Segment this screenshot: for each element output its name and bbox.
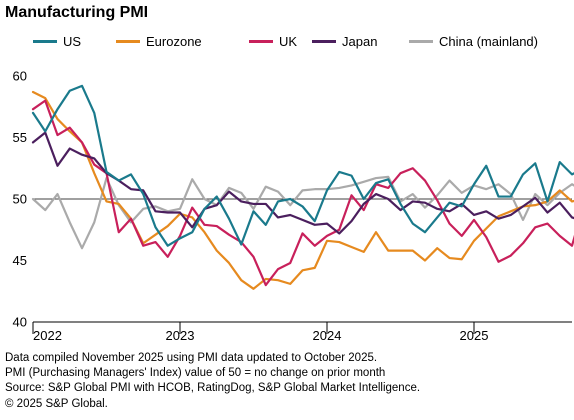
legend-swatch — [312, 40, 336, 43]
series-lines — [31, 84, 574, 290]
y-tick-label: 40 — [13, 315, 27, 330]
legend-item: Japan — [312, 34, 377, 49]
x-tick-label: 2022 — [33, 328, 62, 343]
legend-swatch — [116, 40, 140, 43]
footnote-line: Source: S&P Global PMI with HCOB, Rating… — [5, 382, 421, 395]
axes: 40 45 50 55 60 2022 2023 2024 2025 — [13, 69, 572, 343]
footnote-line: PMI (Purchasing Managers' Index) value o… — [5, 367, 386, 380]
y-tick-label: 60 — [13, 69, 27, 84]
legend-label: US — [63, 34, 82, 49]
legend-item: UK — [249, 34, 297, 49]
series-line-uk — [31, 99, 574, 287]
legend-swatch — [33, 40, 57, 43]
legend: US Eurozone UK Japan China (mainland) — [0, 34, 574, 58]
series-line-us — [31, 84, 574, 247]
legend-label: Eurozone — [146, 34, 202, 49]
legend-item: US — [33, 34, 81, 49]
x-tick-label: 2024 — [313, 328, 342, 343]
footnote-line: Data compiled November 2025 using PMI da… — [5, 352, 378, 364]
footnote-line: © 2025 S&P Global. — [5, 397, 108, 410]
chart-title: Manufacturing PMI — [5, 4, 149, 21]
line-chart: 40 45 50 55 60 2022 2023 2024 2025 — [13, 69, 574, 343]
series-line-china-mainland — [31, 175, 574, 250]
x-tick-label: 2025 — [460, 328, 489, 343]
legend-label: Japan — [342, 34, 378, 49]
legend-label: UK — [279, 34, 298, 49]
legend-swatch — [249, 40, 273, 43]
legend-item: China (mainland) — [409, 34, 538, 49]
x-tick-label: 2023 — [166, 328, 195, 343]
y-tick-label: 45 — [13, 253, 27, 268]
legend-label: China (mainland) — [439, 34, 538, 49]
series-line-eurozone — [31, 90, 574, 290]
y-tick-label: 55 — [13, 130, 27, 145]
series-line-japan — [31, 131, 574, 235]
y-tick-label: 50 — [13, 192, 27, 207]
legend-item: Eurozone — [116, 34, 202, 49]
footnotes: Data compiled November 2025 using PMI da… — [5, 351, 420, 412]
legend-swatch — [409, 40, 433, 43]
